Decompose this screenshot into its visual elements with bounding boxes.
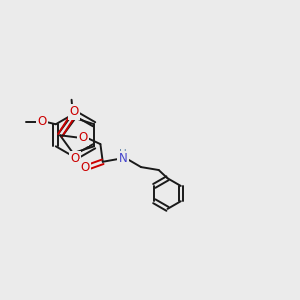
Text: N: N [118,152,127,165]
Text: O: O [71,152,80,165]
Text: O: O [69,105,79,118]
Text: O: O [80,160,90,174]
Text: O: O [78,131,87,144]
Text: H: H [119,149,127,159]
Text: O: O [37,116,46,128]
